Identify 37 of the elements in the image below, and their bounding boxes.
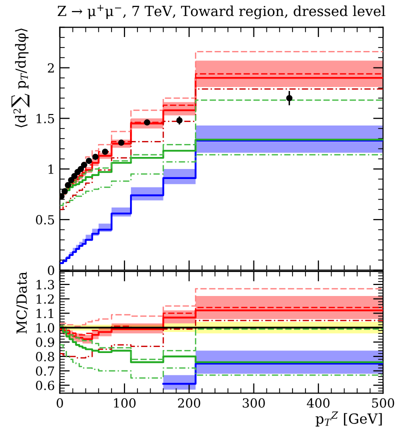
y-tick-label: 0 <box>48 266 54 276</box>
point <box>62 188 68 194</box>
y-tick-label: 1.2 <box>36 294 54 304</box>
y-tick-label: 0.8 <box>36 352 54 362</box>
y-axis-title: ⟨d$^{2}$∑ p$_{T}$/dηdφ⟩ <box>12 28 30 128</box>
y-tick-label: 1 <box>48 164 54 174</box>
y-tick-label: 1.3 <box>36 280 54 290</box>
x-tick-label: 300 <box>242 398 265 408</box>
y-tick-label: 1.0 <box>36 323 54 333</box>
point <box>118 140 124 146</box>
y-tick-label: 1.5 <box>36 114 54 124</box>
y-tick-label: 0.5 <box>36 215 54 225</box>
y-axis-title: MC/Data <box>16 272 28 334</box>
x-tick-label: 500 <box>372 398 394 408</box>
y-tick-label: 0.9 <box>36 338 54 347</box>
point <box>92 154 99 160</box>
x-tick-label: 100 <box>114 398 136 408</box>
x-tick-label: 400 <box>306 398 330 408</box>
point <box>144 119 150 126</box>
point <box>286 95 292 102</box>
point <box>102 148 108 155</box>
chart-title: Z → μ$^{+}$μ$^{−}$, 7 TeV, Toward region, dressed level <box>58 4 386 20</box>
point <box>176 117 183 124</box>
y-tick-label: 0.7 <box>36 366 54 376</box>
x-tick-label: 200 <box>178 398 200 408</box>
point <box>86 158 92 164</box>
point <box>60 193 65 200</box>
point <box>71 172 78 180</box>
y-tick-label: 1.1 <box>36 308 54 318</box>
x-axis-title: p$_{T}$$^{Z}$ [GeV] <box>316 412 382 427</box>
point <box>64 182 72 188</box>
y-tick-label: 0.6 <box>36 380 54 390</box>
x-tick-label: 0 <box>56 398 63 408</box>
point <box>68 176 74 184</box>
y-tick-label: 2 <box>48 63 54 73</box>
point <box>78 166 84 172</box>
point <box>80 162 88 168</box>
